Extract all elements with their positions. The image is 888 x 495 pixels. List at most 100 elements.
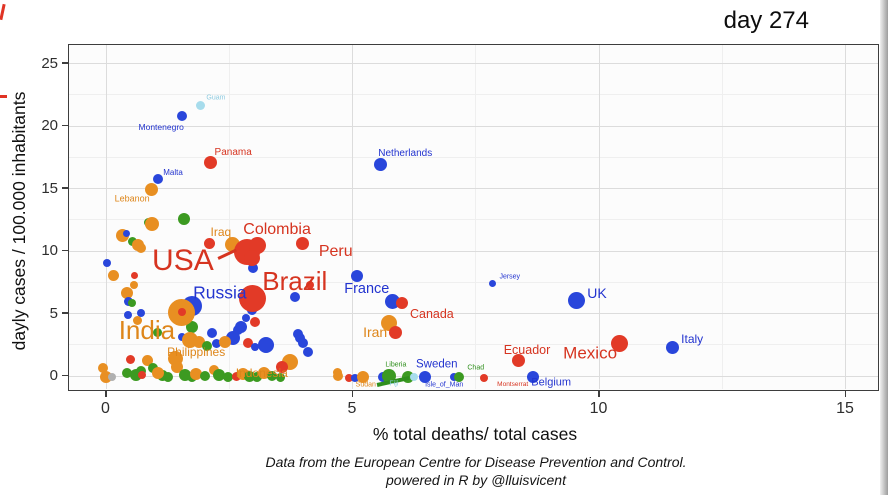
country-label-chad: Chad xyxy=(467,364,485,372)
data-point xyxy=(233,325,244,335)
x-axis-tick xyxy=(844,391,847,397)
data-point-netherlands xyxy=(373,157,387,171)
major-gridline-horizontal xyxy=(69,188,878,189)
data-point xyxy=(141,354,153,366)
y-tick-label: 10 xyxy=(41,242,58,259)
country-label-malta: Malta xyxy=(163,168,183,177)
y-axis-tick xyxy=(62,312,68,314)
country-label-guam: Guam xyxy=(206,94,226,102)
data-point-mexico xyxy=(611,334,629,352)
country-label-ecuador: Ecuador xyxy=(503,342,551,357)
data-point xyxy=(102,259,111,267)
y-tick-label: 15 xyxy=(41,179,58,197)
data-point xyxy=(127,299,136,307)
major-gridline-vertical xyxy=(598,45,600,389)
data-point xyxy=(163,372,174,382)
data-point xyxy=(333,371,344,381)
data-point xyxy=(126,354,136,364)
data-point xyxy=(200,371,211,381)
data-point-sweden xyxy=(418,371,431,383)
data-point xyxy=(98,363,109,373)
data-point-italy xyxy=(666,340,680,354)
x-tick-label: 15 xyxy=(836,400,854,417)
country-label-netherlands: Netherlands xyxy=(378,148,433,159)
data-point xyxy=(133,315,143,325)
country-label-liberia: Liberia xyxy=(385,361,407,369)
data-point xyxy=(107,269,119,281)
red-artifact-top-left xyxy=(0,3,6,21)
data-point xyxy=(190,368,203,380)
country-label-lebanon: Lebanon xyxy=(114,193,150,204)
data-point xyxy=(231,371,241,381)
data-point xyxy=(250,343,259,351)
country-label-russia: Russia xyxy=(193,281,247,302)
data-point xyxy=(212,338,222,348)
data-point-canada xyxy=(395,297,408,309)
data-point xyxy=(275,361,288,373)
data-point xyxy=(131,271,139,279)
minor-gridline-horizontal xyxy=(69,219,878,221)
country-label-brazil: Brazil xyxy=(262,266,328,296)
data-point-near-iran-red xyxy=(389,325,403,339)
country-label-indonesia: Indonesia xyxy=(235,366,288,380)
data-point xyxy=(297,338,308,348)
data-point-india-red-overlay xyxy=(177,308,186,317)
country-label-philippines: Philippines xyxy=(167,345,226,359)
y-tick-label: 5 xyxy=(49,304,58,322)
data-point-usa-colombia-blob-2 xyxy=(249,236,267,254)
y-tick-label: 0 xyxy=(49,367,58,384)
country-label-montenegro: Montenegro xyxy=(138,121,184,132)
x-tick-label: 10 xyxy=(589,400,608,417)
major-gridline-horizontal xyxy=(69,125,878,127)
data-point xyxy=(453,372,464,382)
minor-gridline-vertical xyxy=(475,45,477,389)
y-tick-label: 20 xyxy=(41,117,58,134)
data-point xyxy=(244,370,256,382)
data-point xyxy=(122,368,133,378)
data-point xyxy=(138,371,147,379)
data-point xyxy=(345,374,354,382)
data-point xyxy=(218,336,231,348)
data-point-belgium xyxy=(526,371,539,383)
data-point-peru xyxy=(296,236,310,250)
screen-edge-strip xyxy=(880,0,888,495)
data-point xyxy=(152,367,165,379)
data-point xyxy=(480,374,489,382)
data-point-brazil xyxy=(239,284,267,312)
data-point xyxy=(251,372,262,382)
data-point xyxy=(206,328,217,338)
data-point xyxy=(449,373,458,381)
data-point xyxy=(186,321,199,333)
data-point xyxy=(145,217,160,231)
minor-gridline-horizontal xyxy=(69,344,878,346)
x-axis-tick xyxy=(598,391,600,397)
data-point-guam xyxy=(196,101,206,110)
y-tick-label: 25 xyxy=(41,54,58,72)
data-point xyxy=(242,338,253,348)
country-label-france: France xyxy=(344,280,390,297)
data-point xyxy=(410,373,419,381)
country-label-isle_of_man: Isle_of_Man xyxy=(425,381,464,389)
x-tick-label: 0 xyxy=(101,400,110,417)
minor-gridline-vertical xyxy=(721,45,723,389)
country-label-iraq: Iraq xyxy=(210,225,232,239)
country-label-colombia: Colombia xyxy=(243,221,311,238)
major-gridline-vertical xyxy=(352,45,353,389)
red-artifact-left-edge xyxy=(0,95,7,98)
country-label-italy: Italy xyxy=(681,332,704,346)
day-counter-label: day 274 xyxy=(723,7,809,34)
data-point xyxy=(137,309,146,317)
country-label-sweden: Sweden xyxy=(416,358,458,371)
data-point xyxy=(248,263,259,273)
y-axis-tick xyxy=(62,62,68,64)
caption-credit: powered in R by @lluisvicent xyxy=(386,472,566,488)
data-point-uk xyxy=(568,291,586,309)
country-label-iran: Iran xyxy=(363,324,388,340)
data-point xyxy=(250,317,261,327)
data-point-jersey xyxy=(488,279,496,287)
country-label-india: India xyxy=(118,315,176,345)
minor-gridline-vertical xyxy=(228,45,230,389)
data-point xyxy=(123,229,131,237)
x-axis-tick xyxy=(105,391,107,397)
data-point xyxy=(129,281,138,289)
